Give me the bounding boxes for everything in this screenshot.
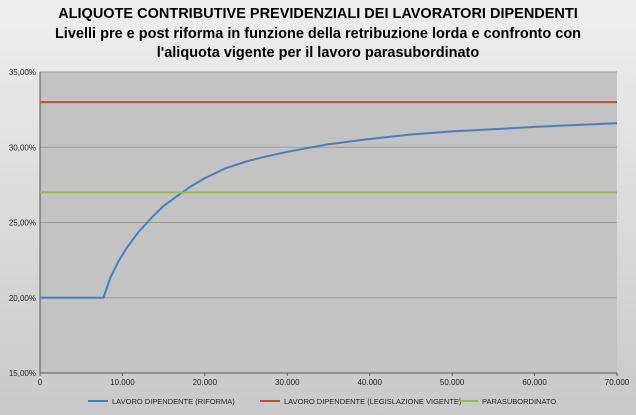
x-tick-label: 60.000: [522, 378, 547, 387]
y-tick-label: 15,00%: [9, 369, 36, 378]
x-tick-label: 40.000: [357, 378, 382, 387]
y-tick-label: 30,00%: [9, 143, 36, 152]
legend-label-2: PARASUBORDINATO: [482, 397, 556, 406]
legend-label-0: LAVORO DIPENDENTE (RIFORMA): [112, 397, 235, 406]
x-tick-label: 10.000: [110, 378, 135, 387]
series-line-0: [40, 122, 618, 299]
chart-title-line-3: l'aliquota vigente per il lavoro parasub…: [156, 45, 480, 61]
x-tick-label: 30.000: [275, 378, 300, 387]
x-tick-label: 20.000: [193, 378, 218, 387]
y-tick-label: 35,00%: [9, 68, 36, 77]
y-tick-label: 20,00%: [9, 294, 36, 303]
x-tick-label: 0: [38, 378, 43, 387]
chart-title-line-1: ALIQUOTE CONTRIBUTIVE PREVIDENZIALI DEI …: [58, 6, 578, 22]
x-tick-label: 50.000: [440, 378, 465, 387]
chart-title-line-2: Livelli pre e post riforma in funzione d…: [54, 26, 582, 42]
y-tick-label: 25,00%: [9, 219, 36, 228]
x-tick-label: 70.000: [605, 378, 630, 387]
legend-label-1: LAVORO DIPENDENTE (LEGISLAZIONE VIGENTE): [284, 397, 462, 406]
